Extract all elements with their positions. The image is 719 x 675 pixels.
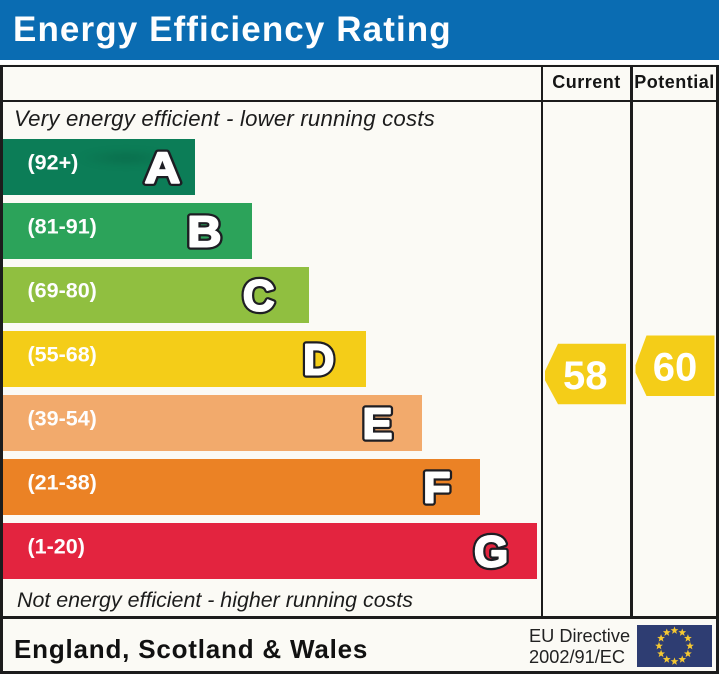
svg-text:E: E bbox=[362, 400, 392, 449]
svg-text:B: B bbox=[187, 207, 221, 256]
svg-text:D: D bbox=[303, 336, 334, 384]
svg-text:G: G bbox=[474, 528, 508, 577]
svg-text:C: C bbox=[243, 271, 275, 320]
svg-text:B: B bbox=[187, 207, 221, 256]
svg-text:G: G bbox=[474, 528, 508, 577]
svg-text:A: A bbox=[145, 143, 181, 192]
svg-text:D: D bbox=[303, 336, 334, 384]
svg-text:F: F bbox=[423, 464, 450, 513]
svg-text:C: C bbox=[243, 271, 275, 320]
svg-text:F: F bbox=[423, 464, 450, 513]
svg-text:60: 60 bbox=[653, 345, 698, 389]
svg-text:58: 58 bbox=[563, 354, 608, 398]
svg-text:A: A bbox=[145, 143, 181, 192]
svg-text:E: E bbox=[362, 400, 392, 449]
